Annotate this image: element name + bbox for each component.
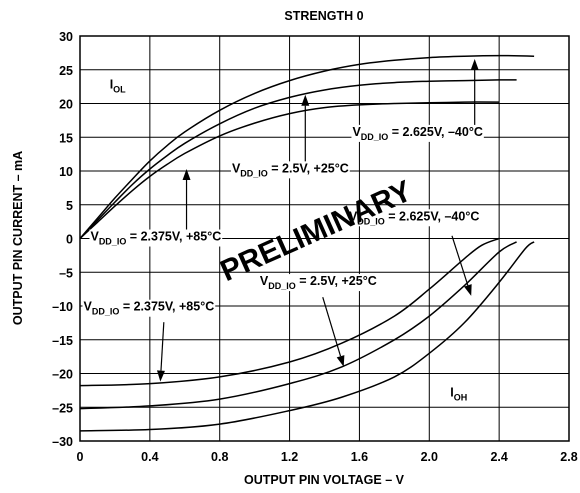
svg-text:VDD_IO = 2.375V, +85°C: VDD_IO = 2.375V, +85°C — [83, 300, 214, 317]
y-tick-label: 20 — [59, 98, 73, 112]
tick-layer: 0 0.4 0.8 1.2 1.6 2.0 2.4 2.8 –30 –25 –20 –15 –10 –5 0… — [52, 30, 578, 464]
svg-text:VDD_IO = 2.5V, +25°C: VDD_IO = 2.5V, +25°C — [232, 161, 349, 178]
x-tick-label: 2.8 — [560, 450, 577, 464]
curve-annotation: IOL — [110, 78, 126, 95]
x-tick-label: 1.6 — [351, 450, 368, 464]
annotation-arrow — [156, 322, 165, 382]
chart-title: STRENGTH 0 — [284, 9, 363, 23]
y-tick-label: 0 — [66, 233, 73, 247]
annotation-arrow — [182, 168, 191, 232]
x-tick-label: 2.4 — [490, 450, 507, 464]
annotation-arrow — [470, 58, 479, 128]
x-tick-label: 0.8 — [211, 450, 228, 464]
y-tick-label: –30 — [52, 435, 73, 449]
annotation-arrow — [322, 297, 345, 367]
iv-curve — [79, 101, 500, 240]
y-tick-label: –15 — [52, 334, 73, 348]
y-tick-label: 10 — [59, 165, 73, 179]
iv-curve — [79, 241, 517, 410]
curve-annotation: VDD_IO = 2.5V, +25°C — [230, 161, 350, 179]
x-tick-label: 0 — [77, 450, 84, 464]
curve-annotation: IOH — [450, 385, 467, 402]
y-tick-label: –20 — [52, 368, 73, 382]
iv-curve — [79, 241, 535, 432]
curve-annotation: VDD_IO = 2.5V, +25°C — [258, 274, 378, 292]
x-tick-label: 1.2 — [281, 450, 298, 464]
iv-curve — [79, 79, 517, 240]
preliminary-watermark: PRELIMINARY — [216, 174, 417, 288]
annotation-arrow — [451, 235, 472, 296]
y-tick-label: 15 — [59, 131, 73, 145]
y-tick-label: –10 — [52, 300, 73, 314]
arrow-layer — [156, 58, 479, 382]
y-tick-label: 30 — [59, 30, 73, 44]
curve-annotation: VDD_IO = 2.375V, +85°C — [89, 229, 223, 247]
iv-curve — [79, 237, 500, 387]
x-tick-label: 0.4 — [141, 450, 158, 464]
curve-annotation: VDD_IO = 2.625V, –40°C — [347, 209, 481, 227]
annotation-arrow — [301, 94, 310, 165]
y-axis-title: OUTPUT PIN CURRENT – mA — [11, 151, 25, 325]
svg-text:IOH: IOH — [450, 385, 467, 402]
curve-layer — [79, 54, 535, 432]
annotation-layer: IOL IOH VDD_IO = 2.625V, –40°C VDD_IO = 2.5… — [82, 78, 484, 402]
curve-annotation: VDD_IO = 2.625V, –40°C — [351, 124, 484, 142]
svg-text:VDD_IO = 2.5V, +25°C: VDD_IO = 2.5V, +25°C — [260, 274, 377, 291]
x-tick-label: 2.0 — [421, 450, 438, 464]
svg-text:VDD_IO = 2.625V, –40°C: VDD_IO = 2.625V, –40°C — [349, 209, 479, 226]
y-tick-label: 25 — [59, 64, 73, 78]
curve-annotation: VDD_IO = 2.375V, +85°C — [82, 299, 216, 317]
y-tick-label: –5 — [59, 266, 73, 280]
svg-text:VDD_IO = 2.625V, –40°C: VDD_IO = 2.625V, –40°C — [352, 125, 482, 142]
y-tick-label: 5 — [66, 199, 73, 213]
svg-text:VDD_IO = 2.375V, +85°C: VDD_IO = 2.375V, +85°C — [90, 230, 221, 247]
x-axis-title: OUTPUT PIN VOLTAGE – V — [244, 473, 405, 487]
iv-curve — [79, 54, 535, 239]
y-tick-label: –25 — [52, 401, 73, 415]
svg-text:IOL: IOL — [110, 78, 126, 95]
